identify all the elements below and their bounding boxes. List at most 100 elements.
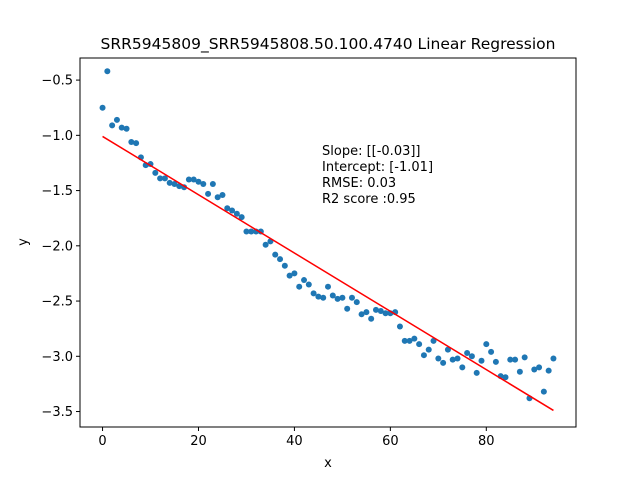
y-tick-label: −3.0 [41, 350, 73, 365]
data-point [449, 356, 456, 363]
data-point [344, 305, 351, 312]
data-point [291, 270, 298, 277]
data-point [377, 308, 384, 314]
scatter-points [99, 68, 557, 402]
data-point [516, 368, 523, 375]
data-point [339, 294, 346, 301]
data-point [550, 355, 557, 362]
x-tick-label: 40 [286, 434, 303, 449]
data-point [478, 357, 485, 364]
data-point [99, 104, 106, 111]
rmse-text: RMSE: 0.03 [322, 176, 396, 191]
data-point [420, 352, 427, 359]
data-point [464, 349, 471, 356]
data-point [286, 272, 293, 279]
data-point [483, 341, 490, 348]
data-point [133, 140, 140, 147]
data-point [243, 228, 250, 235]
data-point [507, 356, 514, 363]
data-point [205, 190, 212, 197]
y-axis-label: y [16, 238, 31, 246]
data-point [262, 241, 269, 248]
data-point [113, 116, 120, 123]
data-point [406, 337, 413, 344]
data-point [219, 191, 226, 198]
data-point [521, 354, 528, 361]
data-point [152, 169, 159, 176]
data-point [320, 294, 327, 301]
data-point [166, 179, 173, 186]
y-tick-label: −2.0 [41, 239, 73, 254]
data-point [411, 335, 418, 342]
data-point [459, 364, 466, 371]
data-point [329, 292, 336, 299]
data-point [502, 374, 509, 381]
data-point [492, 358, 499, 365]
data-point [147, 161, 154, 168]
data-point [229, 207, 236, 214]
data-point [301, 277, 308, 284]
data-point [334, 295, 341, 302]
data-point [536, 364, 543, 371]
data-point [277, 256, 284, 263]
data-point [190, 176, 197, 183]
plot-frame [79, 57, 577, 428]
data-point [248, 228, 255, 235]
data-point [425, 346, 432, 353]
data-point [348, 294, 355, 301]
data-point [157, 175, 164, 182]
data-point [435, 355, 442, 362]
y-tick-label: −0.5 [41, 74, 73, 89]
data-point [372, 306, 379, 313]
data-point [185, 176, 192, 183]
data-point [468, 353, 475, 360]
data-point [358, 311, 365, 318]
data-point [109, 122, 116, 129]
data-point [315, 293, 322, 300]
stats-annotation: Slope: [[-0.03]] Intercept: [-1.01] RMSE… [322, 144, 433, 207]
data-point [209, 180, 216, 187]
data-point [118, 124, 125, 131]
data-point [224, 205, 231, 212]
data-point [440, 359, 447, 366]
data-point [123, 125, 130, 132]
data-point [214, 194, 221, 201]
data-point [416, 341, 423, 348]
data-point [238, 214, 245, 221]
data-point [368, 315, 375, 322]
data-point [296, 283, 303, 290]
x-axis-label: x [324, 456, 332, 471]
slope-text: Slope: [[-0.03]] [322, 144, 421, 159]
r2-score-text: R2 score :0.95 [322, 192, 416, 207]
data-point [281, 262, 288, 269]
regression-line [102, 135, 554, 412]
data-point [488, 348, 495, 355]
data-point [171, 180, 178, 187]
y-tick-label: −1.0 [41, 129, 73, 144]
data-point [272, 251, 279, 258]
x-tick-label: 60 [382, 434, 399, 449]
y-tick-label: −3.5 [41, 405, 73, 420]
data-point [444, 346, 451, 353]
data-point [512, 356, 519, 363]
data-point [540, 388, 547, 395]
data-point [104, 68, 111, 75]
data-point [396, 323, 403, 330]
fit-line-layer [102, 135, 554, 412]
data-point [128, 138, 135, 145]
data-point [161, 175, 168, 182]
data-point [305, 281, 312, 288]
intercept-text: Intercept: [-1.01] [322, 160, 433, 175]
data-point [233, 210, 240, 217]
data-point [310, 290, 317, 297]
data-point [382, 310, 389, 317]
data-point [401, 337, 408, 344]
x-axis-ticks: 0 20 40 60 80 [98, 427, 495, 449]
data-point [200, 180, 207, 187]
data-point [545, 367, 552, 374]
data-point [325, 283, 331, 290]
y-tick-label: −2.5 [41, 295, 73, 310]
y-axis-ticks: −0.5 −1.0 −1.5 −2.0 −2.5 −3.0 −3.5 [41, 74, 80, 420]
